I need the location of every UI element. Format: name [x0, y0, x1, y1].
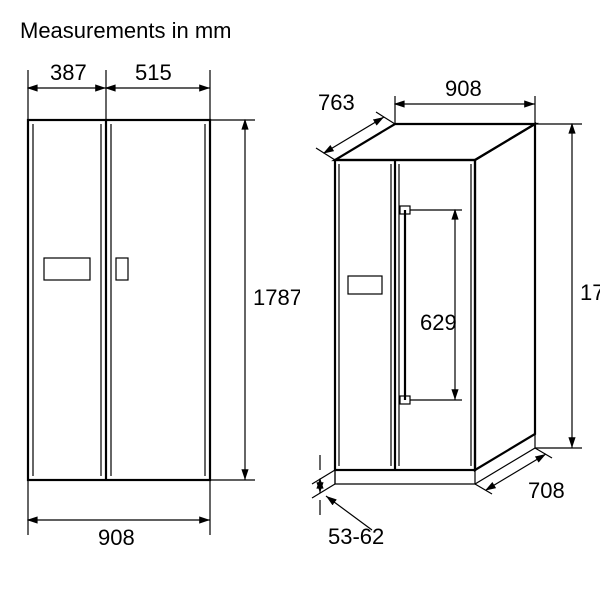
dim-iso-handle-height: 629 [420, 310, 457, 335]
dim-front-left-width: 387 [50, 60, 87, 85]
dim-iso-height: 1730 [580, 280, 600, 305]
dim-iso-front-depth: 708 [528, 478, 565, 503]
dim-iso-depth: 763 [318, 90, 355, 115]
iso-view: 763 908 1730 629 708 53-62 [300, 76, 600, 549]
dim-iso-feet-gap: 53-62 [328, 524, 384, 549]
dim-front-right-width: 515 [135, 60, 172, 85]
dim-iso-width: 908 [445, 76, 482, 101]
technical-drawing: 387 515 1787 908 [0, 0, 600, 600]
dim-front-height: 1787 [253, 285, 302, 310]
dim-front-total-width: 908 [98, 525, 135, 550]
front-view: 387 515 1787 908 [28, 60, 302, 550]
